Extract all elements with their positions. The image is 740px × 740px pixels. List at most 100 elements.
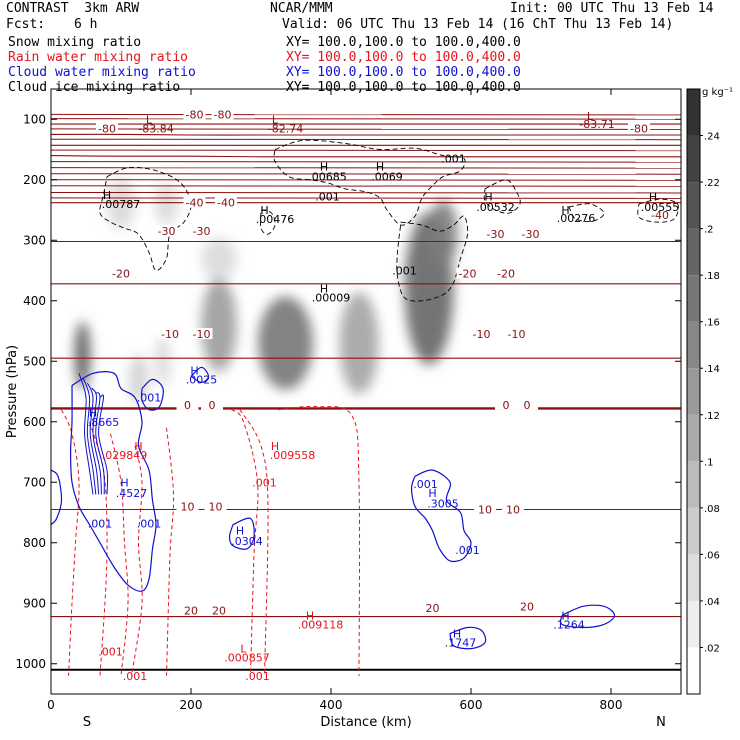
cloud-water-contour-2 [190, 366, 210, 384]
contour-label-bg-5 [215, 196, 237, 208]
colorbar-frame [686, 88, 701, 695]
x-tick-label-2: 400 [320, 698, 343, 712]
contour-label-25: 20 [184, 605, 198, 618]
snow-blob-9 [106, 178, 136, 230]
valid-time: Valid: 06 UTC Thu 13 Feb 14 (16 ChT Thu … [282, 17, 674, 32]
extrema-label-6: H [320, 160, 328, 173]
rain-contour-5 [231, 409, 259, 676]
y-tick-label-4: 500 [23, 354, 46, 368]
extrema-label-7: .00685 [308, 171, 347, 184]
ice-contour-4 [483, 179, 521, 214]
extrema-label-21: .00555 [641, 201, 680, 214]
extrema-label-38: .001 [88, 517, 113, 530]
contour-label-20: 0 [524, 399, 531, 412]
colorbar-tick-label-8: .18 [704, 271, 720, 282]
cloud-water-core-1 [82, 378, 97, 495]
colorbar-segment-4 [687, 461, 700, 508]
colorbar-segment-12 [687, 89, 700, 136]
cloud-water-contour-6 [559, 604, 616, 629]
colorbar-unit: g kg⁻¹ [702, 87, 733, 98]
colorbar-segment-1 [687, 600, 700, 648]
extrema-label-36: H [120, 476, 128, 489]
cloud-water-contour-1 [140, 378, 164, 411]
contour-label-bg-9 [519, 228, 542, 240]
y-tick-label-5: 600 [23, 415, 46, 429]
contour-label-8: -30 [487, 228, 505, 241]
contour-label-bg-18 [201, 398, 223, 410]
colorbar-segment-5 [687, 414, 700, 462]
extrema-label-29: H [89, 407, 97, 420]
field-xy-cloud-water: XY= 100.0,100.0 to 100.0,400.0 [286, 65, 521, 80]
extrema-label-47: .009118 [298, 618, 344, 631]
axes: 0 200 400 600 800100200300400500600700800900… [5, 89, 681, 730]
ice-contour-2 [260, 209, 276, 235]
contour-label-19: 0 [503, 399, 510, 412]
rain-contours [61, 405, 361, 676]
contour-label-bg-11 [456, 267, 479, 279]
ice-contour-6 [637, 198, 679, 223]
x-tick-label-0: 0 [47, 698, 55, 712]
extrema-label-4: L [587, 110, 594, 123]
colorbar-tick-label-10: .22 [704, 178, 720, 189]
colorbar-segment-6 [687, 368, 700, 415]
model-title: CONTRAST 3km ARW [6, 1, 140, 16]
snow-blob-3 [201, 278, 237, 372]
extrema-label-56: .1264 [553, 618, 585, 631]
contour-label-bg-23 [474, 503, 496, 515]
extrema-label-49: .000857 [224, 652, 270, 665]
contour-label-3: -80 [630, 122, 648, 135]
extrema-label-30: .8665 [88, 416, 120, 429]
ice-contour-5 [568, 203, 605, 222]
extrema-label-25: .00009 [312, 292, 351, 305]
cloud-water-contours [51, 366, 616, 650]
extrema-label-3: -82.74 [268, 122, 303, 135]
y-tick-label-7: 800 [23, 536, 46, 550]
extrema-label-42: .001 [413, 478, 438, 491]
extrema-label-40: H [236, 525, 244, 538]
snow-blob-8 [428, 200, 458, 269]
y-tick-label-9: 1000 [15, 657, 46, 671]
colorbar-tick-label-6: .14 [704, 364, 720, 375]
cloud-water-contour-7 [51, 469, 63, 526]
isotherm-upper-3 [51, 138, 681, 141]
field-xy-rain: XY= 100.0,100.0 to 100.0,400.0 [286, 50, 521, 65]
contour-label-bg-16 [505, 328, 528, 340]
contour-label-bg-14 [190, 328, 213, 340]
contour-labels: -80 -80 -80 -80 -40 -40 -30 -30 -30 -30 -20 -20 -20 -… [88, 108, 680, 683]
contour-label-6: -30 [158, 225, 176, 238]
extrema-label-46: H [306, 609, 314, 622]
field-name-snow: Snow mixing ratio [8, 35, 142, 50]
y-tick-label-2: 300 [23, 233, 46, 247]
snow-blob-2 [155, 335, 171, 387]
isotherm-upper-10 [51, 191, 681, 194]
contour-label-bg-21 [176, 500, 199, 512]
extrema-label-18: H [561, 204, 569, 217]
field-xy-cloud-ice: XY= 100.0,100.0 to 100.0,400.0 [286, 80, 521, 95]
contour-label-bg-25 [180, 604, 202, 616]
contour-label-23: 10 [478, 503, 492, 516]
x-axis-title: Distance (km) [320, 715, 411, 730]
y-tick-label-0: 100 [23, 112, 46, 126]
contour-label-15: -10 [473, 328, 491, 341]
contour-label-bg-13 [159, 328, 181, 340]
contour-label-bg-6 [155, 225, 178, 237]
cloud-water-contour-4 [228, 517, 255, 550]
ice-contour-1 [273, 139, 466, 226]
cloud-water-contour-3 [410, 469, 472, 563]
colorbar-tick-label-2: .06 [704, 550, 720, 561]
contour-label-18: 0 [209, 399, 216, 412]
extrema-label-48: L [240, 643, 247, 656]
south-label: S [83, 715, 91, 730]
contour-label-10: -20 [112, 268, 130, 281]
isotherm-upper-0 [51, 113, 681, 116]
extrema-label-8: H [376, 160, 384, 173]
extrema-label-45: .001 [455, 544, 480, 557]
contour-label-bg-22 [204, 500, 227, 512]
field-name-rain: Rain water mixing ratio [8, 50, 189, 65]
colorbar-tick-label-1: .04 [704, 597, 720, 608]
x-tick-label-1: 200 [180, 698, 203, 712]
isotherm-upper-6 [51, 167, 681, 169]
extrema-label-17: .00532 [476, 201, 515, 214]
cloud-water-contour-5 [449, 626, 487, 650]
contour-label-bg-20 [516, 398, 538, 410]
